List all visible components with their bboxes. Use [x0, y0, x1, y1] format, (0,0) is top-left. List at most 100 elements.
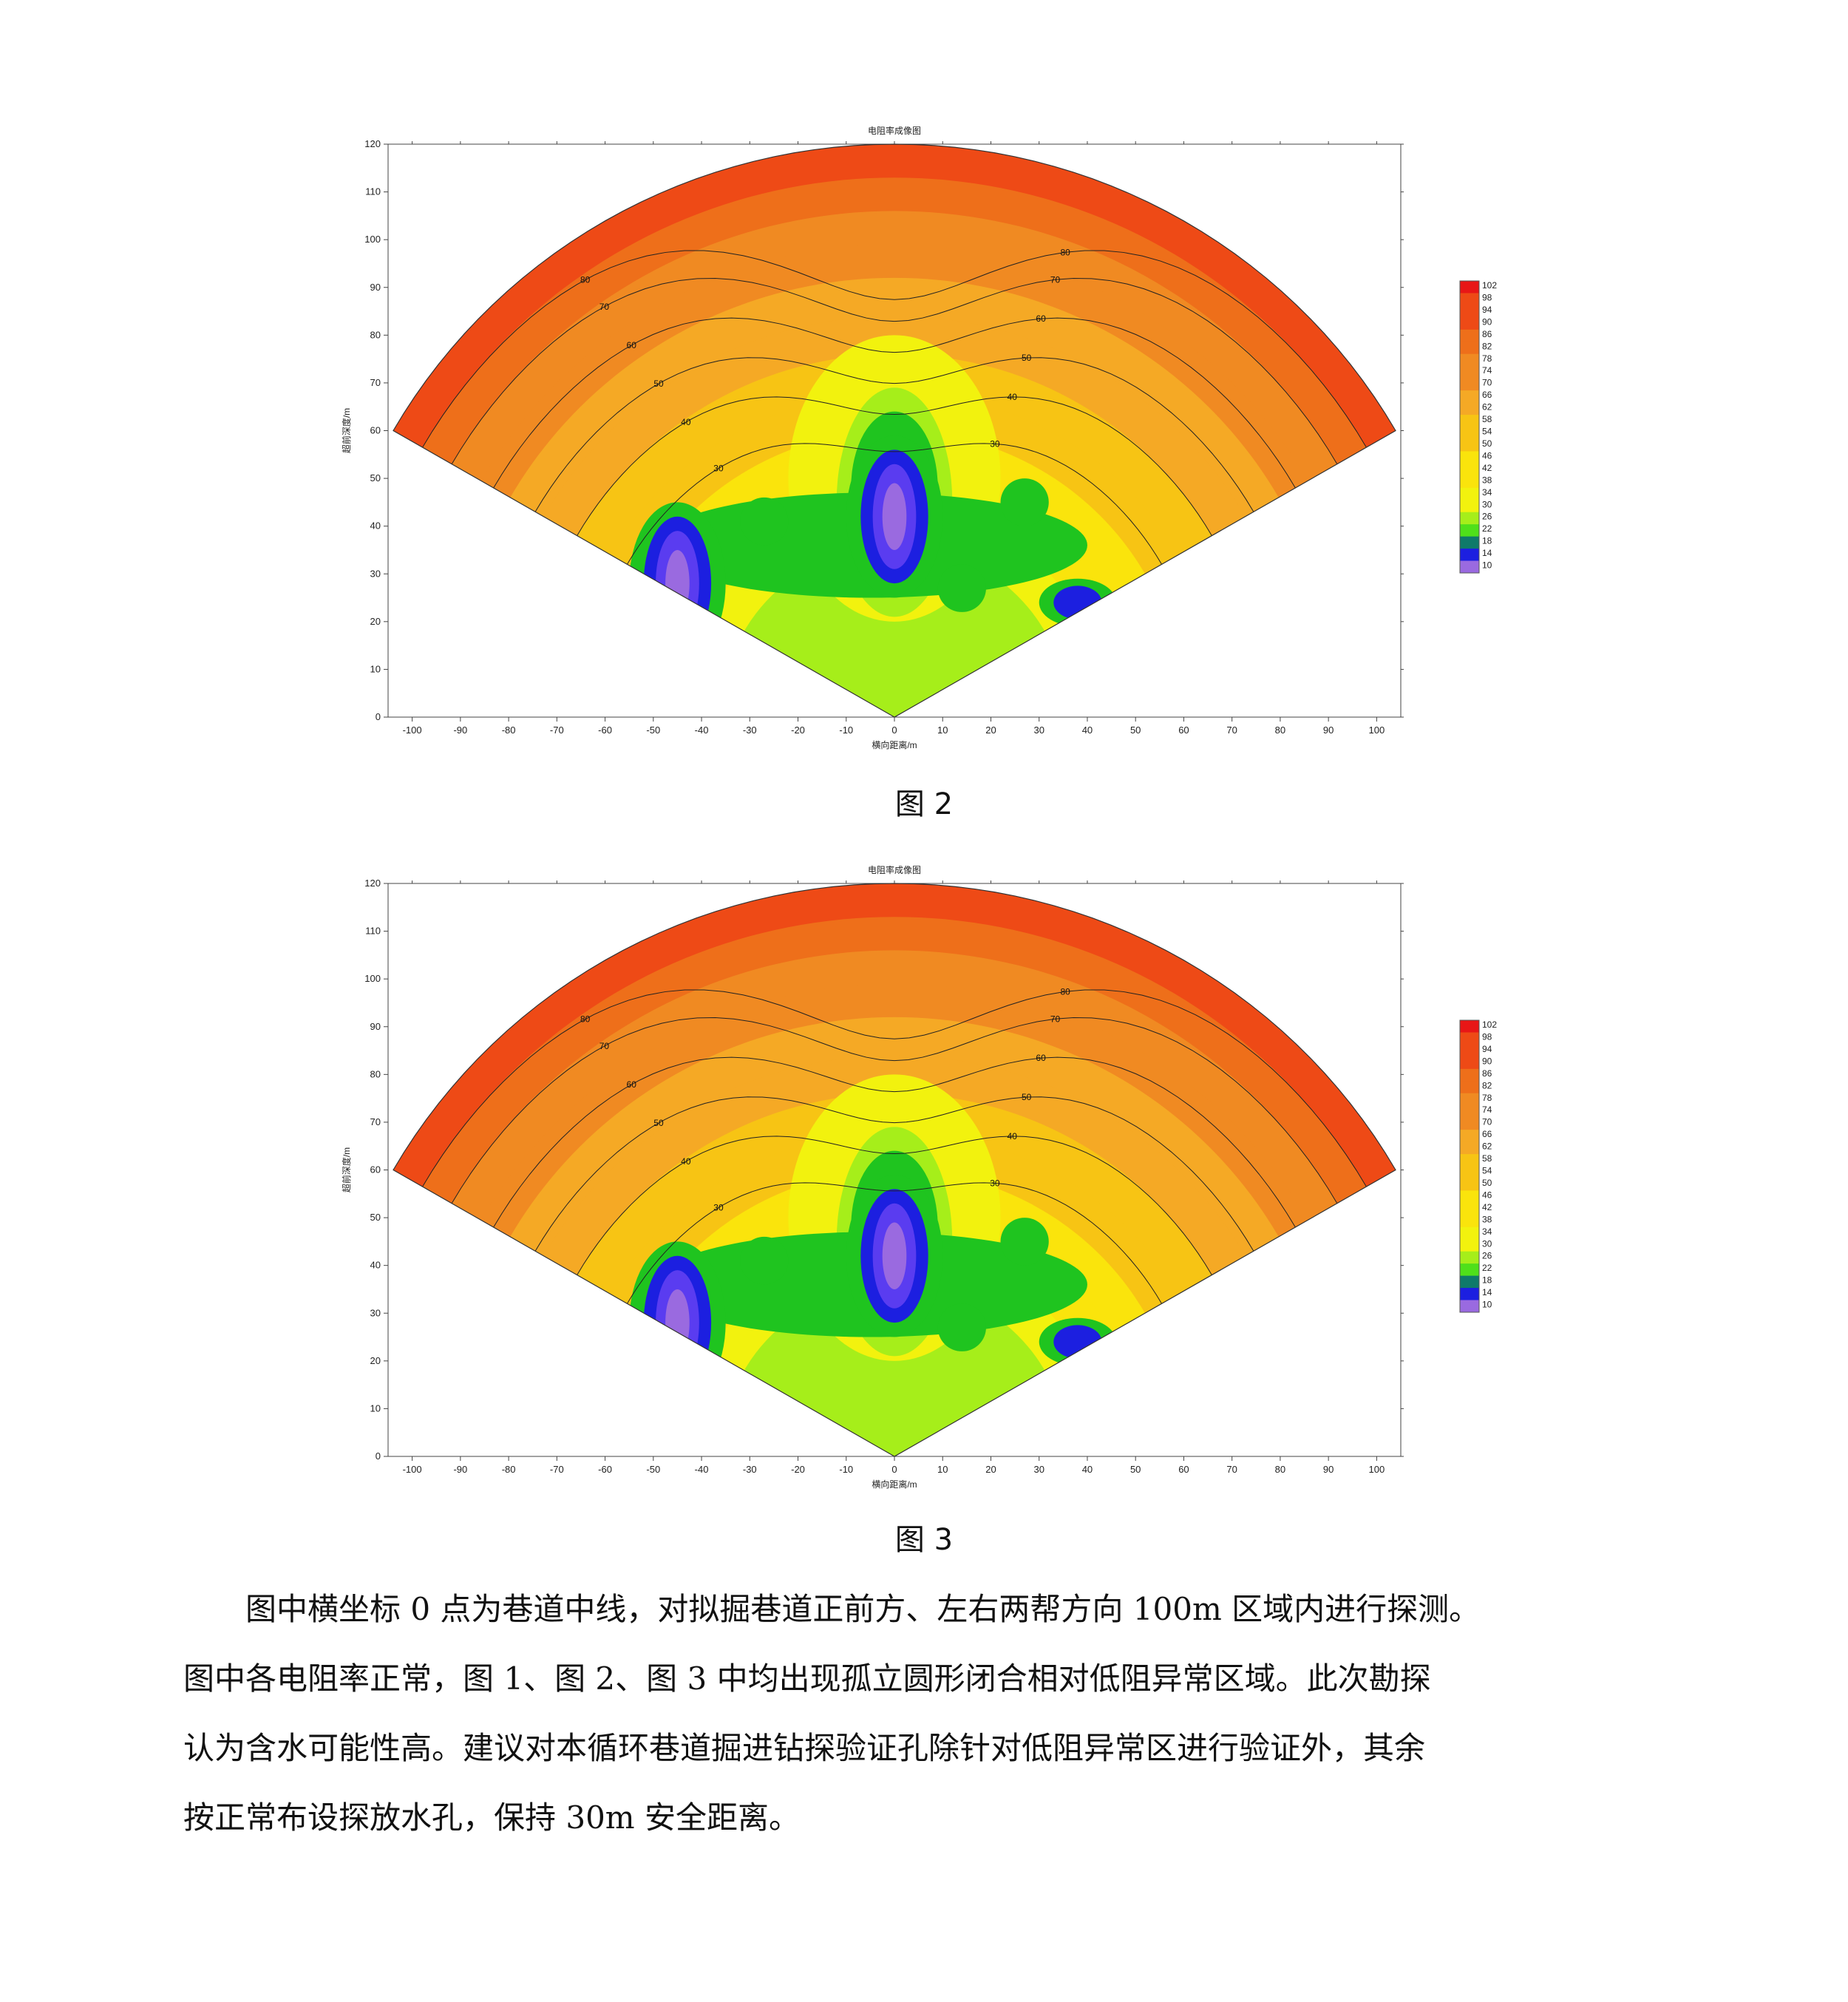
- contour-label: 40: [1008, 1131, 1018, 1141]
- contour-label: 40: [681, 417, 691, 427]
- y-tick-label: 110: [365, 926, 381, 937]
- colorbar-label: 30: [1482, 1238, 1492, 1249]
- y-tick-label: 90: [370, 1021, 381, 1032]
- y-tick-label: 0: [376, 711, 381, 722]
- colorbar-swatch: [1460, 475, 1479, 489]
- colorbar-label: 14: [1482, 548, 1492, 558]
- y-axis-label: 超前深度/m: [341, 408, 352, 453]
- paragraph-line: 图中各电阻率正常，图 1、图 2、图 3 中均出现孤立圆形闭合相对低阻异常区域。…: [183, 1660, 1431, 1697]
- colorbar-label: 94: [1482, 1044, 1492, 1054]
- colorbar-label: 18: [1482, 536, 1492, 546]
- y-tick-label: 70: [370, 1116, 381, 1127]
- colorbar-label: 50: [1482, 438, 1492, 449]
- x-tick-label: 100: [1369, 1464, 1385, 1475]
- colorbar-swatch: [1460, 1056, 1479, 1070]
- x-tick-label: 90: [1323, 725, 1334, 736]
- colorbar-swatch: [1460, 451, 1479, 464]
- contour-label: 40: [681, 1156, 691, 1167]
- colorbar-label: 54: [1482, 427, 1492, 437]
- y-tick-label: 120: [364, 138, 381, 149]
- chart-title: 电阻率成像图: [868, 864, 921, 875]
- colorbar-label: 102: [1482, 280, 1497, 291]
- colorbar-label: 82: [1482, 1080, 1492, 1090]
- y-tick-label: 10: [370, 1402, 381, 1414]
- y-tick-label: 50: [370, 1212, 381, 1223]
- y-tick-label: 50: [370, 472, 381, 483]
- colorbar-label: 46: [1482, 450, 1492, 461]
- colorbar-swatch: [1460, 1166, 1479, 1179]
- contour-label: 60: [1036, 313, 1046, 324]
- colorbar-swatch: [1460, 1081, 1479, 1094]
- x-tick-label: 70: [1226, 1464, 1237, 1475]
- contour-label: 60: [1036, 1053, 1046, 1063]
- contour-line: [422, 250, 1367, 448]
- colorbar-label: 26: [1482, 1251, 1492, 1261]
- colorbar-label: 58: [1482, 414, 1492, 424]
- x-tick-label: 40: [1082, 1464, 1093, 1475]
- y-tick-label: 70: [370, 377, 381, 388]
- colorbar-label: 78: [1482, 1093, 1492, 1103]
- colorbar-swatch: [1460, 1239, 1479, 1252]
- figure-2: 电阻率成像图 80 80 70 70 60 60 50 50 40 40 30 30 -100 -90 -80…: [0, 111, 1848, 813]
- colorbar-label: 22: [1482, 1263, 1492, 1273]
- colorbar-label: 74: [1482, 1105, 1492, 1115]
- x-tick-label: 20: [985, 1464, 996, 1475]
- colorbar-swatch: [1460, 1130, 1479, 1143]
- x-tick-label: -60: [598, 725, 612, 736]
- colorbar-swatch: [1460, 512, 1479, 525]
- colorbar-swatch: [1460, 500, 1479, 513]
- colorbar-label: 54: [1482, 1166, 1492, 1176]
- colorbar-swatch: [1460, 1251, 1479, 1264]
- paragraph-line: 认为含水可能性高。建议对本循环巷道掘进钻探验证孔除针对低阻异常区进行验证外，其余: [183, 1730, 1426, 1766]
- colorbar-swatch: [1460, 1190, 1479, 1204]
- colorbar-swatch: [1460, 1032, 1479, 1045]
- y-tick-label: 90: [370, 282, 381, 293]
- figure-2-caption: 图 2: [894, 787, 954, 821]
- y-tick-label: 120: [364, 878, 381, 889]
- colorbar-swatch: [1460, 402, 1479, 415]
- y-tick-label: 100: [364, 973, 381, 984]
- colorbar-swatch: [1460, 390, 1479, 404]
- y-tick-label: 110: [365, 186, 381, 197]
- x-tick-label: -30: [743, 1464, 757, 1475]
- colorbar-swatch: [1460, 1263, 1479, 1277]
- colorbar-label: 34: [1482, 1226, 1492, 1237]
- contour-line: [626, 443, 1163, 565]
- y-tick-label: 20: [370, 616, 381, 627]
- x-tick-label: 20: [985, 725, 996, 736]
- x-tick-label: -50: [646, 725, 660, 736]
- colorbar-swatch: [1460, 438, 1479, 452]
- x-tick-label: -60: [598, 1464, 612, 1475]
- anomaly-zone: [665, 1289, 690, 1357]
- contour-label: 30: [713, 1202, 724, 1212]
- y-tick-label: 30: [370, 1307, 381, 1318]
- y-tick-label: 10: [370, 663, 381, 674]
- y-tick-label: 30: [370, 568, 381, 579]
- contour-line: [577, 1136, 1212, 1275]
- x-tick-label: -50: [646, 1464, 660, 1475]
- y-tick-label: 60: [370, 1164, 381, 1175]
- colorbar-swatch: [1460, 353, 1479, 367]
- x-tick-label: 50: [1130, 1464, 1141, 1475]
- y-tick-label: 0: [376, 1450, 381, 1462]
- x-tick-label: 30: [1033, 1464, 1044, 1475]
- colorbar-swatch: [1460, 342, 1479, 355]
- colorbar-swatch: [1460, 427, 1479, 440]
- colorbar-swatch: [1460, 536, 1479, 549]
- colorbar-label: 38: [1482, 475, 1492, 485]
- contour-label: 60: [627, 1079, 637, 1090]
- x-tick-label: -80: [502, 1464, 516, 1475]
- contour-line: [577, 396, 1212, 536]
- x-tick-label: -40: [695, 725, 709, 736]
- y-tick-label: 100: [364, 234, 381, 245]
- contour-label: 80: [1060, 247, 1070, 257]
- colorbar-label: 10: [1482, 560, 1492, 571]
- colorbar-label: 22: [1482, 523, 1492, 534]
- colorbar-swatch: [1460, 1105, 1479, 1119]
- x-tick-label: -70: [550, 1464, 564, 1475]
- colorbar-label: 62: [1482, 402, 1492, 413]
- x-tick-label: -40: [695, 1464, 709, 1475]
- y-tick-label: 80: [370, 329, 381, 340]
- contour-label: 30: [713, 463, 724, 473]
